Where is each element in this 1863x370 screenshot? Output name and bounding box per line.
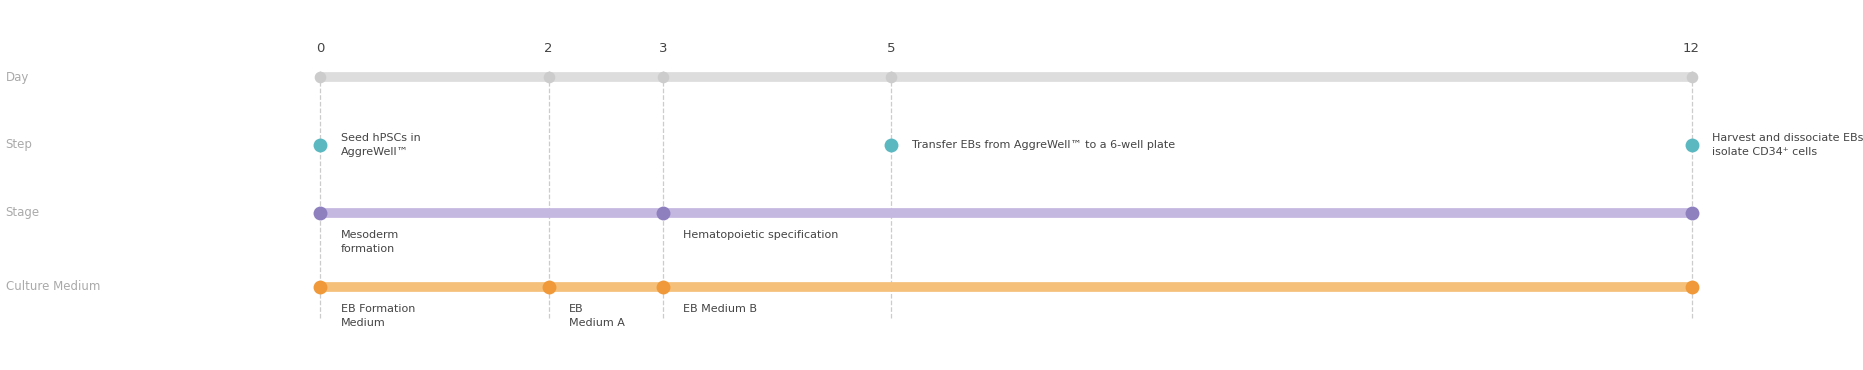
Text: EB Formation
Medium: EB Formation Medium xyxy=(341,304,415,328)
Text: Harvest and dissociate EBs;
isolate CD34⁺ cells: Harvest and dissociate EBs; isolate CD34… xyxy=(1712,133,1863,157)
Point xyxy=(648,210,678,216)
Point xyxy=(533,74,563,80)
Text: 0: 0 xyxy=(317,43,324,56)
Point xyxy=(306,284,335,290)
Text: EB
Medium A: EB Medium A xyxy=(570,304,626,328)
Text: Step: Step xyxy=(6,138,32,151)
Text: Hematopoietic specification: Hematopoietic specification xyxy=(684,230,838,240)
Point xyxy=(1677,142,1707,148)
Text: 5: 5 xyxy=(887,43,896,56)
Text: Stage: Stage xyxy=(6,206,39,219)
Point xyxy=(306,210,335,216)
Point xyxy=(306,74,335,80)
Point xyxy=(1677,74,1707,80)
Text: 3: 3 xyxy=(660,43,667,56)
Text: Seed hPSCs in
AggreWell™: Seed hPSCs in AggreWell™ xyxy=(341,133,421,157)
Point xyxy=(648,284,678,290)
Text: Day: Day xyxy=(6,71,30,84)
Text: Culture Medium: Culture Medium xyxy=(6,280,101,293)
Point xyxy=(533,284,563,290)
Text: 12: 12 xyxy=(1682,43,1701,56)
Text: Transfer EBs from AggreWell™ to a 6-well plate: Transfer EBs from AggreWell™ to a 6-well… xyxy=(913,140,1176,150)
Point xyxy=(1677,210,1707,216)
Point xyxy=(1677,284,1707,290)
Point xyxy=(648,74,678,80)
Text: EB Medium B: EB Medium B xyxy=(684,304,758,314)
Text: 2: 2 xyxy=(544,43,553,56)
Point xyxy=(877,74,907,80)
Point xyxy=(306,142,335,148)
Text: Mesoderm
formation: Mesoderm formation xyxy=(341,230,399,254)
Point xyxy=(877,142,907,148)
